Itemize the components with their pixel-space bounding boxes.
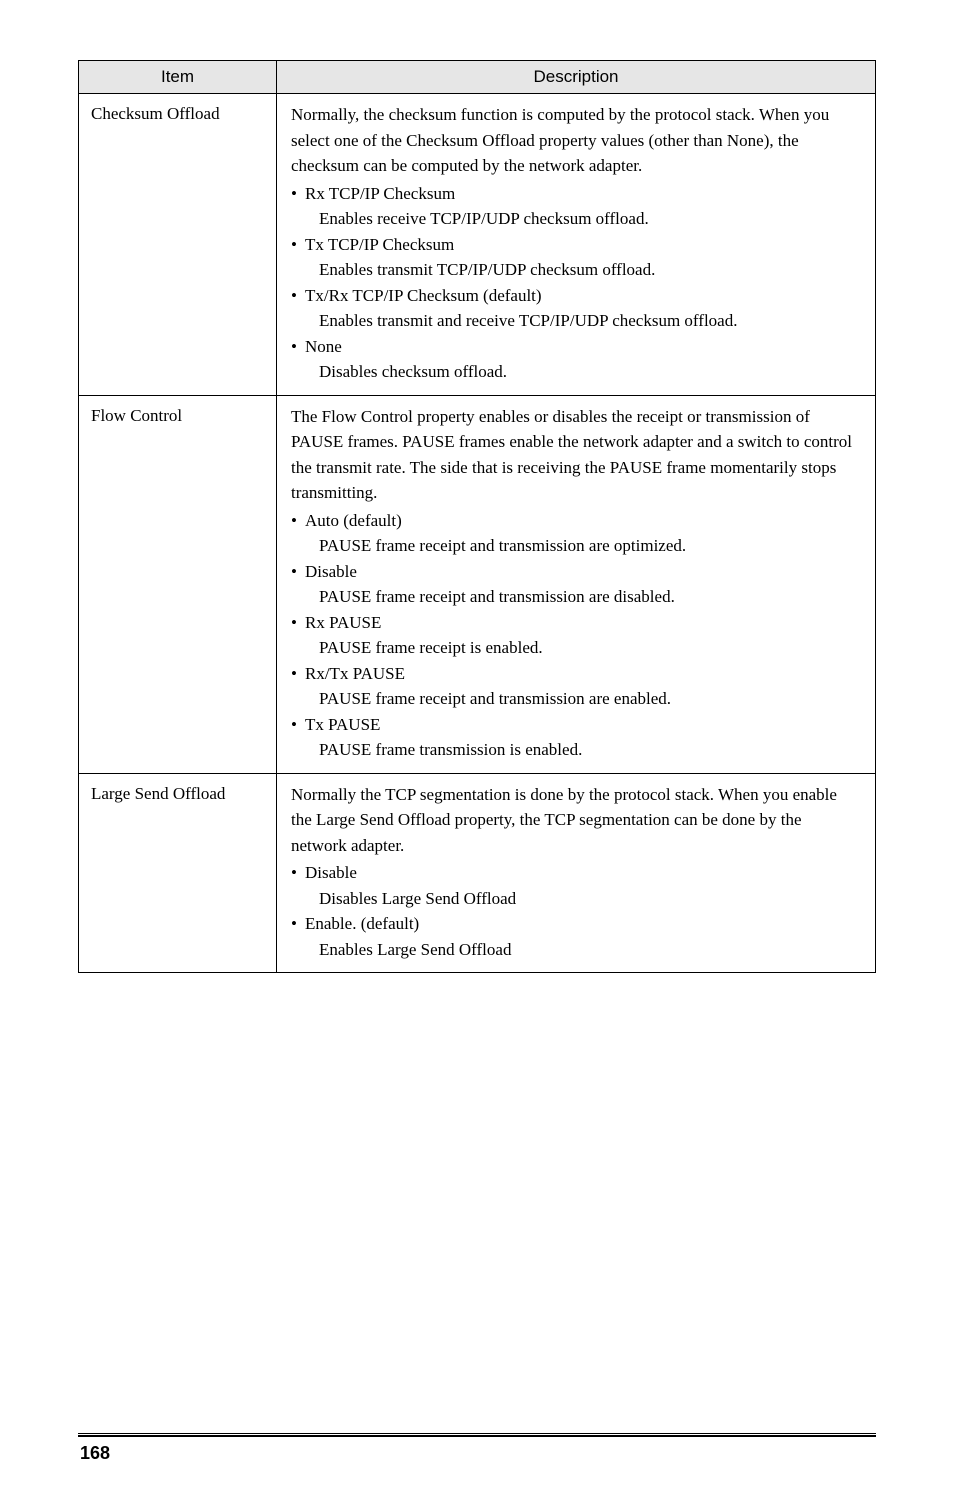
- page-footer: 168: [78, 1433, 876, 1464]
- page-number: 168: [78, 1443, 110, 1464]
- description-paragraph: The Flow Control property enables or dis…: [291, 404, 861, 506]
- bullet-item: Tx TCP/IP Checksum: [291, 232, 861, 258]
- properties-table: Item Description Checksum OffloadNormall…: [78, 60, 876, 973]
- bullet-item: Disable: [291, 559, 861, 585]
- bullet-subtext: Disables Large Send Offload: [291, 886, 861, 912]
- table-row: Flow ControlThe Flow Control property en…: [79, 395, 876, 773]
- bullet-item: Rx/Tx PAUSE: [291, 661, 861, 687]
- header-description: Description: [277, 61, 876, 94]
- bullet-item: Tx PAUSE: [291, 712, 861, 738]
- bullet-subtext: PAUSE frame receipt is enabled.: [291, 635, 861, 661]
- bullet-item: Rx TCP/IP Checksum: [291, 181, 861, 207]
- description-cell: Normally, the checksum function is compu…: [277, 94, 876, 396]
- item-cell: Checksum Offload: [79, 94, 277, 396]
- bullet-subtext: Enables transmit TCP/IP/UDP checksum off…: [291, 257, 861, 283]
- bullet-subtext: PAUSE frame receipt and transmission are…: [291, 686, 861, 712]
- bullet-subtext: PAUSE frame receipt and transmission are…: [291, 533, 861, 559]
- table-header-row: Item Description: [79, 61, 876, 94]
- table-row: Large Send OffloadNormally the TCP segme…: [79, 773, 876, 973]
- bullet-item: None: [291, 334, 861, 360]
- item-cell: Large Send Offload: [79, 773, 277, 973]
- header-item: Item: [79, 61, 277, 94]
- bullet-subtext: PAUSE frame receipt and transmission are…: [291, 584, 861, 610]
- description-cell: Normally the TCP segmentation is done by…: [277, 773, 876, 973]
- bullet-subtext: Disables checksum offload.: [291, 359, 861, 385]
- bullet-item: Rx PAUSE: [291, 610, 861, 636]
- bullet-item: Enable. (default): [291, 911, 861, 937]
- item-cell: Flow Control: [79, 395, 277, 773]
- bullet-subtext: Enables Large Send Offload: [291, 937, 861, 963]
- bullet-subtext: Enables receive TCP/IP/UDP checksum offl…: [291, 206, 861, 232]
- bullet-subtext: PAUSE frame transmission is enabled.: [291, 737, 861, 763]
- description-cell: The Flow Control property enables or dis…: [277, 395, 876, 773]
- table-row: Checksum OffloadNormally, the checksum f…: [79, 94, 876, 396]
- bullet-subtext: Enables transmit and receive TCP/IP/UDP …: [291, 308, 861, 334]
- description-paragraph: Normally, the checksum function is compu…: [291, 102, 861, 179]
- description-paragraph: Normally the TCP segmentation is done by…: [291, 782, 861, 859]
- footer-rule: [78, 1433, 876, 1437]
- bullet-item: Auto (default): [291, 508, 861, 534]
- bullet-item: Disable: [291, 860, 861, 886]
- bullet-item: Tx/Rx TCP/IP Checksum (default): [291, 283, 861, 309]
